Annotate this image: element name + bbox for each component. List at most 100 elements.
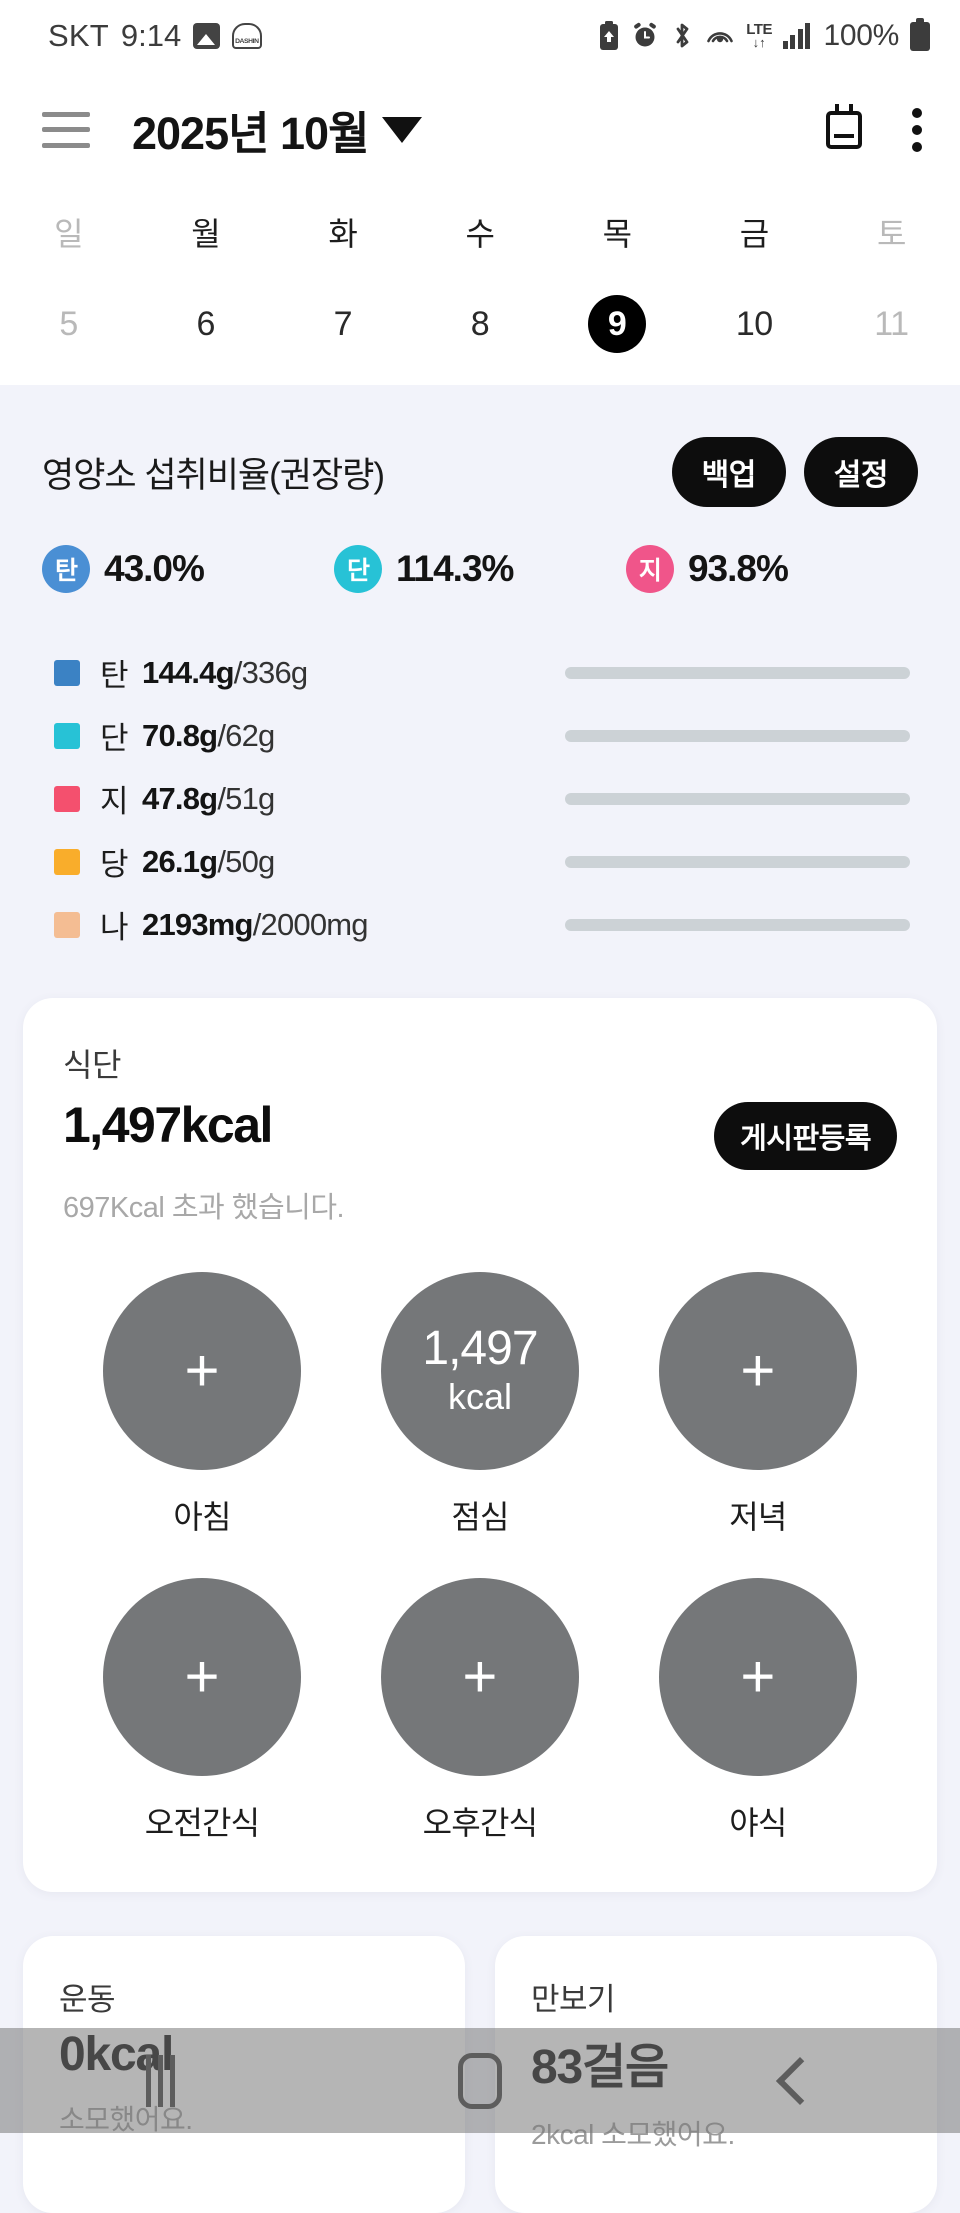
month-selector[interactable]: 2025년 10월 [132, 97, 423, 162]
battery-percent-label: 100% [823, 19, 899, 52]
weekday-wed: 수 [411, 209, 548, 255]
protein-label: 단 [100, 721, 129, 756]
meal-dinner[interactable]: + 저녁 [619, 1272, 897, 1538]
kebab-menu-icon[interactable] [912, 107, 922, 152]
meal-row-main: + 아침 1,497 kcal 점심 + 저녁 [63, 1272, 897, 1538]
weekday-label: 목 [602, 216, 632, 252]
alarm-icon [631, 22, 659, 50]
protein-progress-track [565, 729, 910, 742]
total-kcal-value: 1,497kcal [63, 1097, 273, 1153]
nutrition-header: 영양소 섭취비율(권장량) 백업 설정 [42, 437, 918, 507]
date-label: 8 [470, 304, 490, 343]
date-cell-7[interactable]: 7 [274, 295, 411, 353]
app-header: 2025년 10월 [0, 72, 960, 187]
sodium-amount: 2193mg [142, 906, 253, 942]
sodium-swatch-icon [54, 911, 80, 938]
carb-label: 탄 [100, 658, 129, 693]
date-label: 10 [735, 304, 773, 343]
date-cell-9-selected[interactable]: 9 [549, 295, 686, 353]
weekday-label: 일 [54, 216, 84, 252]
week-calendar: 일 월 화 수 목 금 토 5 6 7 8 9 10 11 [0, 187, 960, 385]
nutrient-row-sodium: 나 2193mg/2000mg [42, 893, 918, 956]
macro-ratio-fat: 지 93.8% [625, 545, 918, 593]
hamburger-icon[interactable] [42, 111, 90, 148]
add-icon: + [462, 1643, 498, 1710]
bluetooth-icon [670, 21, 694, 51]
meal-lunch-kcal-value: 1,497 [422, 1322, 538, 1376]
page-title: 2025년 10월 [132, 108, 369, 159]
carb-progress-track [565, 666, 910, 679]
backup-button[interactable]: 백업 [671, 437, 786, 507]
meal-lunch-circle[interactable]: 1,497 kcal [380, 1272, 579, 1470]
sugar-amount: 26.1g [142, 843, 218, 879]
calendar-icon[interactable] [826, 103, 862, 149]
meal-breakfast-label: 아침 [173, 1499, 231, 1535]
add-icon: + [184, 1643, 220, 1710]
date-cell-10[interactable]: 10 [686, 295, 823, 353]
date-cell-8[interactable]: 8 [411, 295, 548, 353]
date-cell-11[interactable]: 11 [823, 295, 960, 353]
clock-label: 9:14 [120, 18, 182, 53]
carb-swatch-icon [54, 659, 80, 686]
weekday-tue: 화 [274, 209, 411, 255]
meal-breakfast-circle[interactable]: + [102, 1272, 301, 1470]
meal-dinner-circle[interactable]: + [658, 1272, 857, 1470]
nutrient-row-sugar: 당 26.1g/50g [42, 830, 918, 893]
weekday-label: 월 [191, 216, 221, 252]
date-label: 6 [196, 304, 215, 343]
protein-percent: 114.3% [395, 548, 514, 589]
date-cell-6[interactable]: 6 [137, 295, 274, 353]
fat-amount: 47.8g [142, 780, 218, 816]
meal-late-night-circle[interactable]: + [658, 1578, 857, 1776]
nutrition-actions: 백업 설정 [671, 437, 918, 507]
meal-breakfast[interactable]: + 아침 [63, 1272, 341, 1538]
weekday-mon: 월 [137, 209, 274, 255]
back-button[interactable] [640, 2056, 960, 2105]
nutrient-row-protein: 단 70.8g/62g [42, 704, 918, 767]
macro-ratio-row: 탄 43.0% 단 114.3% 지 93.8% [42, 545, 918, 593]
nutrient-rows: 탄 144.4g/336g 단 70.8g/62g 지 47.8g/51g 당 … [42, 641, 918, 956]
protein-swatch-icon [54, 722, 80, 749]
weekday-name-row: 일 월 화 수 목 금 토 [0, 209, 960, 255]
header-actions [826, 103, 922, 152]
android-nav-bar [0, 2028, 960, 2133]
meal-grid: + 아침 1,497 kcal 점심 + 저녁 + [63, 1272, 897, 1844]
fat-target: /51g [217, 780, 275, 816]
settings-button[interactable]: 설정 [803, 437, 918, 507]
fat-percent: 93.8% [687, 548, 789, 589]
add-icon: + [740, 1337, 776, 1404]
hotspot-icon [705, 22, 735, 50]
meal-afternoon-snack[interactable]: + 오후간식 [341, 1578, 619, 1844]
sugar-progress-track [565, 855, 910, 868]
recents-button[interactable] [0, 2054, 320, 2107]
sodium-progress-track [565, 918, 910, 931]
photo-icon [193, 23, 221, 49]
meal-morning-snack-circle[interactable]: + [102, 1578, 301, 1776]
nutrition-title: 영양소 섭취비율(권장량) [42, 455, 385, 495]
sodium-label: 나 [100, 910, 129, 945]
meal-row-snacks: + 오전간식 + 오후간식 + 야식 [63, 1578, 897, 1844]
weekday-label: 금 [739, 216, 769, 252]
meal-late-night[interactable]: + 야식 [619, 1578, 897, 1844]
add-icon: + [740, 1643, 776, 1710]
meal-late-night-label: 야식 [729, 1805, 787, 1841]
fat-label: 지 [100, 784, 129, 819]
date-cell-5[interactable]: 5 [0, 295, 137, 353]
sugar-label: 당 [100, 847, 129, 882]
meal-lunch[interactable]: 1,497 kcal 점심 [341, 1272, 619, 1538]
battery-saver-icon [598, 21, 620, 51]
add-icon: + [184, 1337, 220, 1404]
pedometer-card-title: 만보기 [531, 1982, 616, 2017]
meal-lunch-kcal-unit: kcal [447, 1376, 512, 1418]
data-arrows-icon: ↓↑ [752, 34, 766, 50]
fat-badge-icon: 지 [625, 545, 674, 593]
meal-afternoon-snack-circle[interactable]: + [380, 1578, 579, 1776]
post-to-board-button[interactable]: 게시판등록 [714, 1102, 897, 1170]
signal-icon [782, 23, 811, 49]
home-button[interactable] [320, 2052, 640, 2109]
status-bar: SKT 9:14 DASHIN LTE ↓↑ 100% [0, 0, 960, 72]
protein-amount: 70.8g [142, 717, 218, 753]
weekday-date-row: 5 6 7 8 9 10 11 [0, 295, 960, 353]
meal-morning-snack[interactable]: + 오전간식 [63, 1578, 341, 1844]
weekday-sun: 일 [0, 209, 137, 255]
